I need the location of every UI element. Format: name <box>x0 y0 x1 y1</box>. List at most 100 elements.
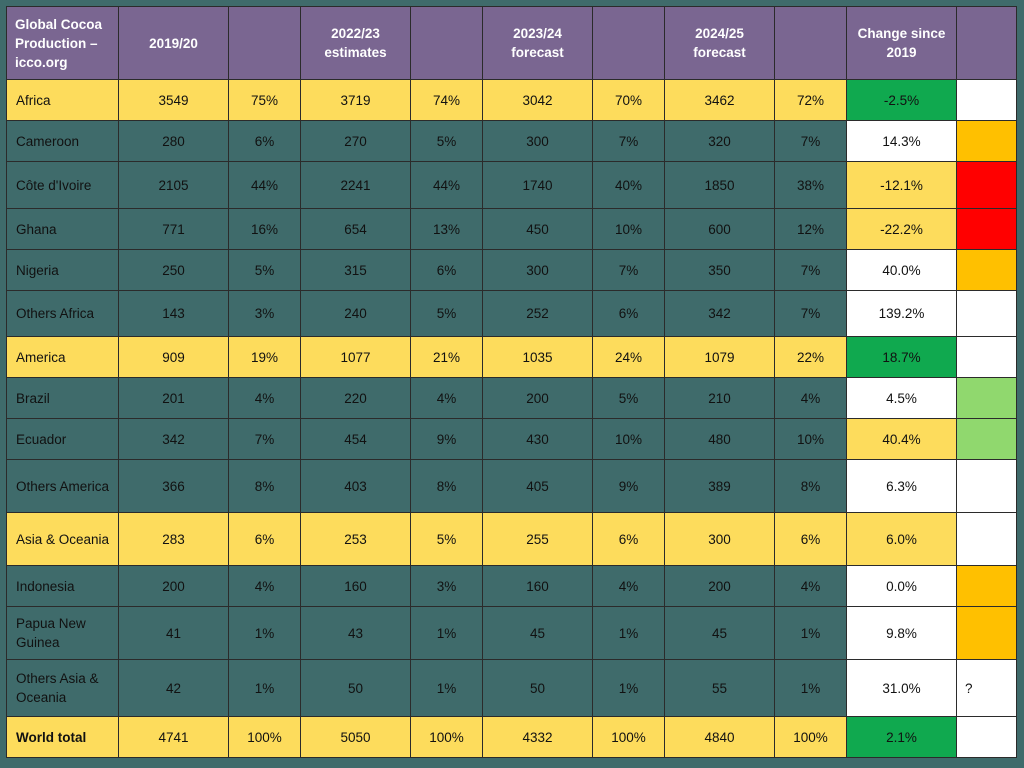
production-value-cell: 450 <box>482 208 593 250</box>
status-flag-cell <box>956 606 1017 660</box>
production-value-cell: 2241 <box>300 161 411 209</box>
column-header <box>592 6 665 80</box>
column-header <box>956 6 1017 80</box>
share-percent-cell: 10% <box>774 418 847 460</box>
change-since-2019-cell: 6.0% <box>846 512 957 566</box>
production-value-cell: 1740 <box>482 161 593 209</box>
change-since-2019-cell: 9.8% <box>846 606 957 660</box>
column-header: 2024/25 forecast <box>664 6 775 80</box>
status-flag-cell <box>956 161 1017 209</box>
production-value-cell: 3462 <box>664 79 775 121</box>
share-percent-cell: 6% <box>228 120 301 162</box>
row-label: Asia & Oceania <box>6 512 119 566</box>
row-label: Cameroon <box>6 120 119 162</box>
share-percent-cell: 44% <box>410 161 483 209</box>
share-percent-cell: 4% <box>410 377 483 419</box>
production-value-cell: 160 <box>482 565 593 607</box>
share-percent-cell: 1% <box>592 606 665 660</box>
share-percent-cell: 6% <box>228 512 301 566</box>
production-value-cell: 909 <box>118 336 229 378</box>
world-total-row: World total 4741 100% 5050 100% 4332 100% 4840 1… <box>6 716 1017 758</box>
share-percent-cell: 6% <box>774 512 847 566</box>
production-value-cell: 200 <box>664 565 775 607</box>
status-flag-cell <box>956 716 1017 758</box>
table-row: Papua New Guinea 41 1% 43 1% 45 1% 45 1% 9.8% <box>6 606 1017 660</box>
share-percent-cell: 72% <box>774 79 847 121</box>
production-value-cell: 771 <box>118 208 229 250</box>
production-value-cell: 50 <box>482 659 593 717</box>
production-value-cell: 3042 <box>482 79 593 121</box>
production-value-cell: 350 <box>664 249 775 291</box>
production-value-cell: 1035 <box>482 336 593 378</box>
share-percent-cell: 1% <box>228 659 301 717</box>
share-percent-cell: 1% <box>228 606 301 660</box>
production-value-cell: 4741 <box>118 716 229 758</box>
row-label: Others Asia & Oceania <box>6 659 119 717</box>
share-percent-cell: 5% <box>228 249 301 291</box>
column-header: Change since 2019 <box>846 6 957 80</box>
production-value-cell: 366 <box>118 459 229 513</box>
share-percent-cell: 7% <box>592 249 665 291</box>
share-percent-cell: 6% <box>592 290 665 337</box>
status-flag-cell <box>956 120 1017 162</box>
column-header: 2022/23 estimates <box>300 6 411 80</box>
production-value-cell: 300 <box>664 512 775 566</box>
share-percent-cell: 38% <box>774 161 847 209</box>
share-percent-cell: 1% <box>410 659 483 717</box>
table-row: Others Asia & Oceania 42 1% 50 1% 50 1% 55 1% 31.… <box>6 659 1017 717</box>
share-percent-cell: 4% <box>228 377 301 419</box>
production-value-cell: 3549 <box>118 79 229 121</box>
column-header: 2023/24 forecast <box>482 6 593 80</box>
share-percent-cell: 12% <box>774 208 847 250</box>
cocoa-production-table: Global Cocoa Production – icco.org 2019/2… <box>6 6 1017 758</box>
production-value-cell: 270 <box>300 120 411 162</box>
production-value-cell: 300 <box>482 249 593 291</box>
column-header: 2019/20 <box>118 6 229 80</box>
region-row: Asia & Oceania 283 6% 253 5% 255 6% 300 6% 6.0% <box>6 512 1017 566</box>
region-row: Africa 3549 75% 3719 74% 3042 70% 3462 72% -2.5% <box>6 79 1017 121</box>
table-title-header: Global Cocoa Production – icco.org <box>6 6 119 80</box>
row-label: World total <box>6 716 119 758</box>
change-since-2019-cell: 31.0% <box>846 659 957 717</box>
share-percent-cell: 100% <box>592 716 665 758</box>
change-since-2019-cell: 40.0% <box>846 249 957 291</box>
production-value-cell: 405 <box>482 459 593 513</box>
row-label: Africa <box>6 79 119 121</box>
change-since-2019-cell: 139.2% <box>846 290 957 337</box>
share-percent-cell: 5% <box>592 377 665 419</box>
row-label: America <box>6 336 119 378</box>
production-value-cell: 42 <box>118 659 229 717</box>
production-value-cell: 1077 <box>300 336 411 378</box>
change-since-2019-cell: 6.3% <box>846 459 957 513</box>
share-percent-cell: 3% <box>228 290 301 337</box>
change-since-2019-cell: 2.1% <box>846 716 957 758</box>
table-row: Nigeria 250 5% 315 6% 300 7% 350 7% 40.0% <box>6 249 1017 291</box>
production-value-cell: 600 <box>664 208 775 250</box>
share-percent-cell: 1% <box>410 606 483 660</box>
share-percent-cell: 70% <box>592 79 665 121</box>
cocoa-production-table-container: Global Cocoa Production – icco.org 2019/2… <box>6 6 1018 762</box>
share-percent-cell: 5% <box>410 512 483 566</box>
table-row: Côte d'Ivoire 2105 44% 2241 44% 1740 40% 1850 38… <box>6 161 1017 209</box>
production-value-cell: 280 <box>118 120 229 162</box>
share-percent-cell: 4% <box>774 377 847 419</box>
production-value-cell: 480 <box>664 418 775 460</box>
share-percent-cell: 16% <box>228 208 301 250</box>
share-percent-cell: 100% <box>774 716 847 758</box>
production-value-cell: 240 <box>300 290 411 337</box>
production-value-cell: 160 <box>300 565 411 607</box>
production-value-cell: 45 <box>664 606 775 660</box>
status-flag-cell <box>956 290 1017 337</box>
production-value-cell: 252 <box>482 290 593 337</box>
share-percent-cell: 44% <box>228 161 301 209</box>
share-percent-cell: 1% <box>592 659 665 717</box>
change-since-2019-cell: 18.7% <box>846 336 957 378</box>
production-value-cell: 41 <box>118 606 229 660</box>
status-flag-cell <box>956 249 1017 291</box>
share-percent-cell: 75% <box>228 79 301 121</box>
change-since-2019-cell: 4.5% <box>846 377 957 419</box>
production-value-cell: 342 <box>664 290 775 337</box>
share-percent-cell: 3% <box>410 565 483 607</box>
share-percent-cell: 4% <box>592 565 665 607</box>
table-row: Ecuador 342 7% 454 9% 430 10% 480 10% 40.4% <box>6 418 1017 460</box>
